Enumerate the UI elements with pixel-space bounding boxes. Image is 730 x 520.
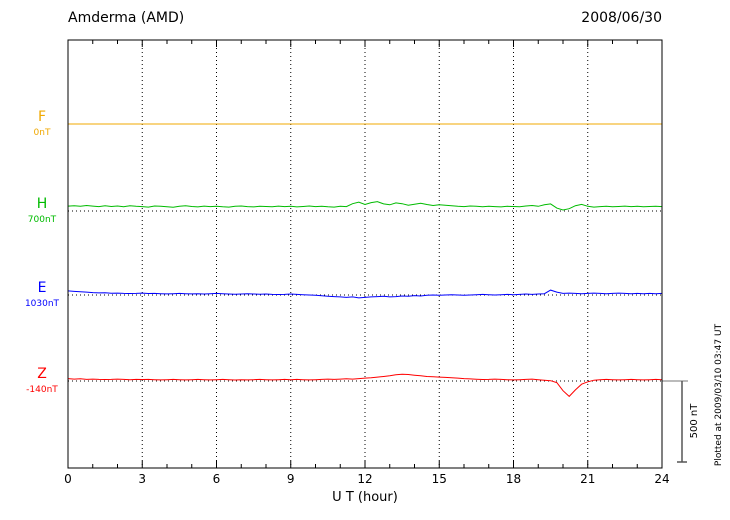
plotted-at-label: Plotted at 2009/03/10 03:47 UT bbox=[714, 323, 724, 466]
x-tick-label: 3 bbox=[138, 472, 146, 486]
series-baseline-value-Z: -140nT bbox=[26, 385, 58, 395]
scale-bar: 500 nT bbox=[662, 380, 700, 463]
x-tick-label: 21 bbox=[580, 472, 595, 486]
x-tick-label: 18 bbox=[506, 472, 521, 486]
series-baseline-value-H: 700nT bbox=[28, 215, 57, 225]
x-tick-label: 9 bbox=[287, 472, 295, 486]
series-baseline-value-F: 0nT bbox=[34, 128, 51, 138]
series-label-E: E bbox=[38, 280, 47, 296]
trace-E bbox=[67, 289, 663, 299]
xaxis-title: U T (hour) bbox=[332, 490, 398, 505]
series-label-F: F bbox=[38, 109, 46, 125]
plot-border bbox=[67, 39, 663, 469]
x-tick-label: 24 bbox=[654, 472, 669, 486]
series-label-Z: Z bbox=[37, 366, 47, 382]
x-tick-label: 6 bbox=[213, 472, 221, 486]
date-label: 2008/06/30 bbox=[581, 10, 662, 26]
x-tick-label: 0 bbox=[64, 472, 72, 486]
station-title: Amderma (AMD) bbox=[68, 10, 184, 26]
series-baseline-value-E: 1030nT bbox=[25, 299, 60, 309]
x-tick-label: 12 bbox=[357, 472, 372, 486]
trace-Z bbox=[67, 373, 663, 398]
plot-area: 0 3 6 9 12 15 18 21 24 F 0nT H 700nT E 1030nT Z -140nT bbox=[25, 39, 670, 486]
trace-H bbox=[67, 201, 663, 211]
series-label-H: H bbox=[37, 196, 48, 212]
scale-bar-label: 500 nT bbox=[689, 403, 700, 439]
x-tick-label: 15 bbox=[432, 472, 447, 486]
